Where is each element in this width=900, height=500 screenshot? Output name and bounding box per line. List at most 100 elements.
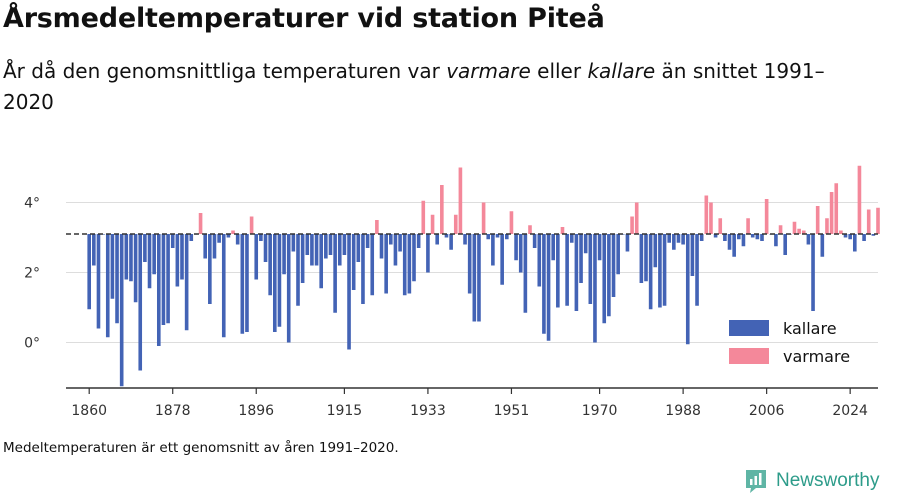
bar-1898 <box>263 234 268 262</box>
bar-1904 <box>291 234 296 252</box>
bar-1951 <box>509 211 514 234</box>
bar-2006 <box>764 199 769 234</box>
newsworthy-logo-icon <box>746 470 766 493</box>
bar-1916 <box>347 234 351 350</box>
bar-1906 <box>300 234 305 283</box>
bar-1938 <box>449 234 453 250</box>
bar-1880 <box>180 234 184 280</box>
bar-1995 <box>713 234 718 238</box>
bar-2022 <box>839 230 843 234</box>
bar-2025 <box>852 234 857 252</box>
bar-1923 <box>379 234 384 259</box>
bar-1930 <box>412 234 416 282</box>
bar-1976 <box>625 234 630 252</box>
bar-1940 <box>458 167 463 234</box>
bar-1970 <box>597 234 602 261</box>
bar-1928 <box>402 234 407 296</box>
bar-1996 <box>718 218 723 234</box>
bar-1972 <box>607 234 611 317</box>
bar-1903 <box>286 234 291 343</box>
bar-2026 <box>857 165 862 234</box>
bar-1888 <box>217 234 221 243</box>
footnote: Medeltemperaturen är ett genomsnitt av å… <box>3 440 399 456</box>
bar-1922 <box>375 220 379 234</box>
bar-1926 <box>393 234 398 266</box>
bar-2000 <box>736 234 741 240</box>
bar-1870 <box>133 234 138 303</box>
bar-1873 <box>147 234 152 289</box>
bar-1971 <box>602 234 607 324</box>
y-tick-label: 0° <box>24 336 40 352</box>
bar-2008 <box>774 234 778 247</box>
bar-2012 <box>792 221 797 234</box>
newsworthy-logo: Newsworthy <box>744 468 879 494</box>
bar-1896 <box>254 234 259 280</box>
x-tick-label: 1915 <box>327 403 363 419</box>
bar-1937 <box>444 234 449 238</box>
bar-1876 <box>161 234 166 325</box>
bar-1860 <box>87 234 92 310</box>
bar-1907 <box>305 234 310 255</box>
x-tick-label: 2024 <box>832 403 868 419</box>
bar-1919 <box>361 234 365 304</box>
bar-1913 <box>333 234 337 313</box>
bar-1862 <box>96 234 101 329</box>
bar-1915 <box>342 234 347 255</box>
bar-1889 <box>221 234 226 338</box>
x-tick-label: 1860 <box>71 403 107 419</box>
subtitle-part-3: än snittet 1991–2020 <box>3 59 825 114</box>
bar-1887 <box>212 234 217 259</box>
bar-1879 <box>175 234 180 287</box>
legend-swatch-kallare <box>729 320 769 336</box>
subtitle-warm-word: varmare <box>446 59 531 83</box>
y-axis-ticks: 0° 2° 4° <box>24 196 40 352</box>
x-tick-label: 2006 <box>749 403 785 419</box>
bar-2018 <box>820 234 825 257</box>
bar-1881 <box>184 234 189 331</box>
bar-1955 <box>528 225 532 234</box>
bar-1864 <box>105 234 110 338</box>
subtitle-part-1: År då den genomsnittliga temperaturen va… <box>3 59 447 83</box>
bar-1874 <box>152 234 156 275</box>
bar-1885 <box>203 234 208 259</box>
bar-2027 <box>862 234 866 241</box>
bar-1994 <box>709 202 713 234</box>
bar-1921 <box>370 234 375 296</box>
bar-1989 <box>685 234 690 345</box>
bar-1985 <box>667 234 672 243</box>
bar-1993 <box>704 195 709 234</box>
bar-1963 <box>565 234 569 306</box>
bar-2015 <box>806 234 811 245</box>
bar-1931 <box>416 234 421 248</box>
bar-2019 <box>825 218 829 234</box>
bar-1910 <box>319 234 324 289</box>
bar-1982 <box>653 234 658 268</box>
bar-1965 <box>574 234 579 311</box>
bar-1936 <box>440 185 444 234</box>
bar-1964 <box>569 234 574 243</box>
bar-1901 <box>277 234 282 327</box>
bar-1861 <box>92 234 96 266</box>
bar-1924 <box>384 234 388 294</box>
bar-1918 <box>356 234 361 262</box>
bar-1863 <box>101 234 105 235</box>
bar-1962 <box>560 227 565 234</box>
bar-2013 <box>797 228 801 234</box>
bar-2024 <box>848 234 852 240</box>
bar-1968 <box>588 234 593 304</box>
bar-1990 <box>690 234 695 276</box>
bar-1947 <box>491 234 495 266</box>
bar-1895 <box>249 216 254 234</box>
bar-2017 <box>815 206 820 234</box>
bar-1939 <box>453 214 458 234</box>
bar-1956 <box>532 234 537 248</box>
bar-1973 <box>611 234 616 297</box>
bar-1865 <box>110 234 115 299</box>
legend: kallare varmare <box>729 319 850 366</box>
bar-1948 <box>495 234 500 238</box>
legend-label-kallare: kallare <box>783 319 837 338</box>
bar-1988 <box>681 234 685 245</box>
bar-1920 <box>365 234 370 248</box>
bar-1942 <box>467 234 472 294</box>
bar-2021 <box>834 183 839 234</box>
